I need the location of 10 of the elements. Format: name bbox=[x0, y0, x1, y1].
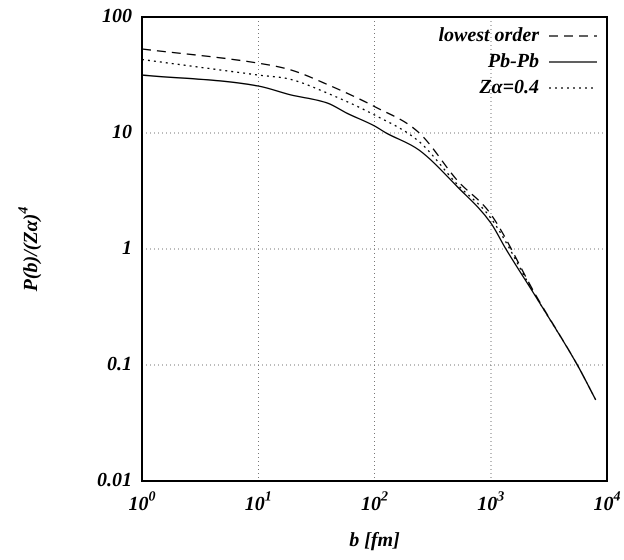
legend-label: Pb-Pb bbox=[486, 50, 539, 72]
legend-label: Zα=0.4 bbox=[478, 76, 540, 98]
y-tick-label: 10 bbox=[112, 121, 132, 144]
y-axis-title: P(b)/(Zα)4 bbox=[16, 206, 42, 292]
y-tick-label: 100 bbox=[102, 5, 132, 28]
legend-label: lowest order bbox=[438, 24, 540, 46]
x-axis-title: b [fm] bbox=[349, 529, 400, 552]
y-tick-label: 1 bbox=[122, 237, 132, 260]
y-tick-label: 0.1 bbox=[107, 353, 132, 376]
y-tick-label: 0.01 bbox=[97, 469, 132, 492]
